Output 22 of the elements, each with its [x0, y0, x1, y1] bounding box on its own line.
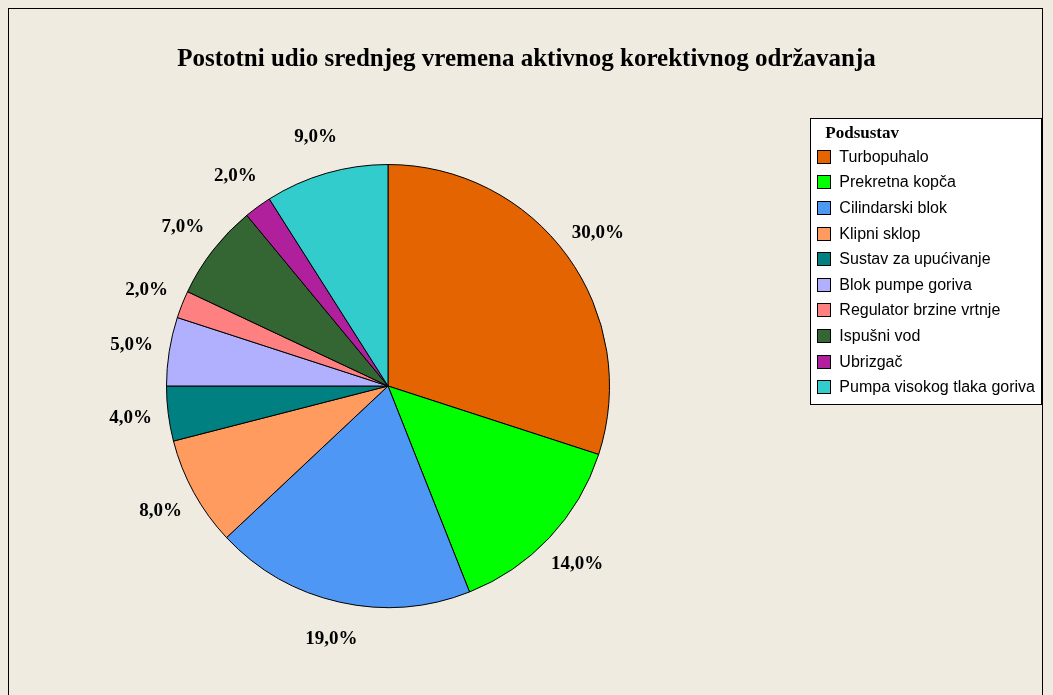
legend-label: Turbopuhalo	[839, 147, 929, 166]
data-label: 30,0%	[571, 221, 625, 243]
data-label: 9,0%	[294, 124, 337, 146]
data-label: 5,0%	[110, 333, 154, 355]
legend-label: Ispušni vod	[839, 326, 921, 345]
legend-label: Regulator brzine vrtnje	[839, 301, 1001, 320]
data-label: 8,0%	[139, 498, 182, 520]
legend-label: Klipni sklop	[839, 224, 921, 243]
data-label: 19,0%	[305, 627, 358, 649]
legend-label: Prekretna kopča	[839, 173, 956, 192]
data-label: 4,0%	[109, 406, 152, 428]
chart-title: Postotni udio srednjeg vremena aktivnog korektivnog održavanja	[176, 44, 877, 72]
legend-label: Cilindarski blok	[839, 198, 947, 217]
data-label: 2,0%	[125, 278, 169, 300]
legend-label: Pumpa visokog tlaka goriva	[839, 378, 1035, 397]
legend-label: Sustav za upućivanje	[839, 250, 991, 269]
legend-label: Blok pumpe goriva	[839, 275, 972, 294]
legend-label: Ubrizgač	[839, 352, 903, 371]
data-label: 14,0%	[551, 551, 604, 573]
data-label: 7,0%	[161, 214, 205, 236]
data-label: 2,0%	[214, 163, 257, 185]
legend-title: Podsustav	[825, 123, 901, 143]
